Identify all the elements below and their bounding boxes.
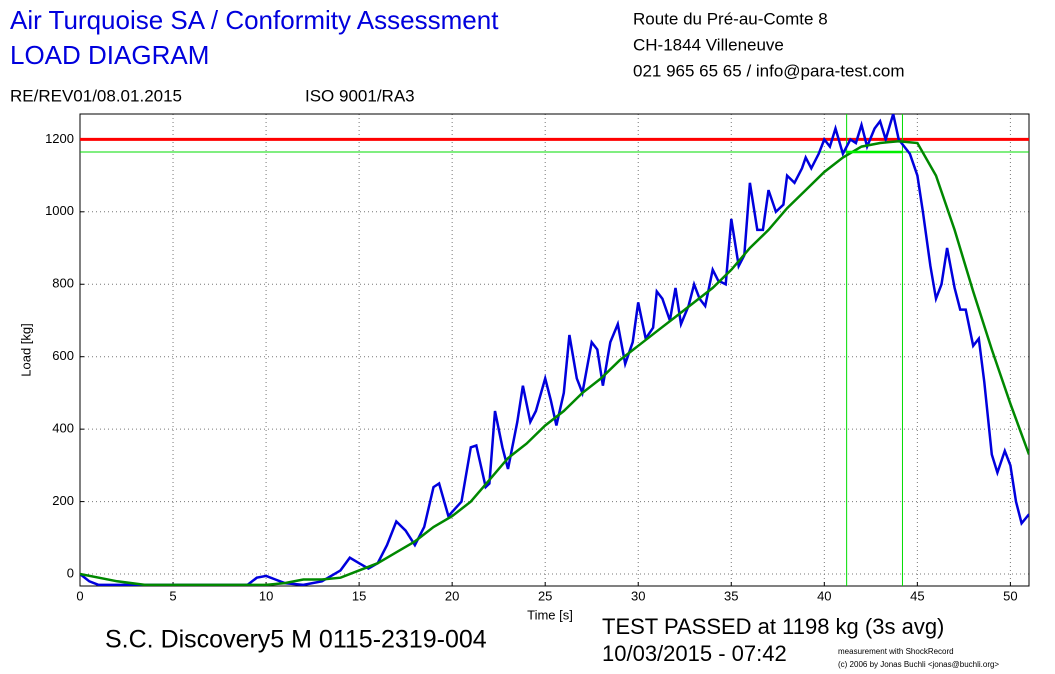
credit: measurement with ShockRecord xyxy=(838,647,954,656)
x-tick-label: 0 xyxy=(76,588,83,603)
reference: RE/REV01/08.01.2015 xyxy=(10,86,182,105)
x-tick-label: 25 xyxy=(538,588,552,603)
data-line xyxy=(80,114,1029,586)
standard: ISO 9001/RA3 xyxy=(305,86,415,105)
y-tick-label: 400 xyxy=(52,421,74,436)
x-tick-label: 5 xyxy=(169,588,176,603)
y-tick-label: 1200 xyxy=(45,131,74,146)
x-axis-label: Time [s] xyxy=(527,607,573,622)
address: CH-1844 Villeneuve xyxy=(633,35,784,54)
x-tick-label: 45 xyxy=(910,588,924,603)
x-tick-label: 40 xyxy=(817,588,831,603)
y-tick-label: 600 xyxy=(52,348,74,363)
y-tick-label: 0 xyxy=(67,565,74,580)
device: S.C. Discovery5 M 0115-2319-004 xyxy=(105,626,487,654)
date: 10/03/2015 - 07:42 xyxy=(602,641,787,666)
x-tick-label: 30 xyxy=(631,588,645,603)
title: LOAD DIAGRAM xyxy=(10,40,209,70)
x-tick-label: 20 xyxy=(445,588,459,603)
x-tick-label: 35 xyxy=(724,588,738,603)
result: TEST PASSED at 1198 kg (3s avg) xyxy=(602,614,944,639)
y-tick-label: 800 xyxy=(52,276,74,291)
address: 021 965 65 65 / info@para-test.com xyxy=(633,61,904,80)
credit: (c) 2006 by Jonas Buchli <jonas@buchli.o… xyxy=(838,660,999,669)
x-tick-label: 10 xyxy=(259,588,273,603)
data-line xyxy=(80,139,1029,586)
plot-frame xyxy=(79,113,1030,587)
title: Air Turquoise SA / Conformity Assessment xyxy=(10,5,499,35)
x-tick-label: 15 xyxy=(352,588,366,603)
x-tick-label: 50 xyxy=(1003,588,1017,603)
y-tick-label: 1000 xyxy=(45,203,74,218)
y-tick-label: 200 xyxy=(52,493,74,508)
y-axis-label: Load [kg] xyxy=(18,323,33,377)
address: Route du Pré-au-Comte 8 xyxy=(633,9,828,28)
